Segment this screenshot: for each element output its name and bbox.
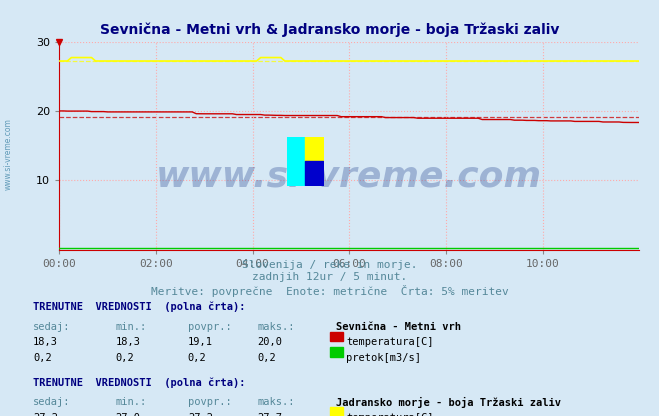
Text: 0,2: 0,2 <box>115 353 134 363</box>
Text: www.si-vreme.com: www.si-vreme.com <box>3 118 13 190</box>
Text: zadnjih 12ur / 5 minut.: zadnjih 12ur / 5 minut. <box>252 272 407 282</box>
Text: 27,2: 27,2 <box>188 413 213 416</box>
Text: pretok[m3/s]: pretok[m3/s] <box>346 353 421 363</box>
Text: Sevnična - Metni vrh & Jadransko morje - boja Tržaski zaliv: Sevnična - Metni vrh & Jadransko morje -… <box>100 23 559 37</box>
Text: 18,3: 18,3 <box>33 337 58 347</box>
Bar <box>330 407 343 416</box>
Text: TRENUTNE  VREDNOSTI  (polna črta):: TRENUTNE VREDNOSTI (polna črta): <box>33 377 245 388</box>
Text: www.si-vreme.com: www.si-vreme.com <box>156 160 542 194</box>
Text: TRENUTNE  VREDNOSTI  (polna črta):: TRENUTNE VREDNOSTI (polna črta): <box>33 302 245 312</box>
Text: 18,3: 18,3 <box>115 337 140 347</box>
Text: temperatura[C]: temperatura[C] <box>346 413 434 416</box>
Text: sedaj:: sedaj: <box>33 322 71 332</box>
Text: povpr.:: povpr.: <box>188 397 231 407</box>
Bar <box>330 347 343 357</box>
Text: maks.:: maks.: <box>257 397 295 407</box>
Text: Sevnična - Metni vrh: Sevnična - Metni vrh <box>336 322 461 332</box>
Text: 0,2: 0,2 <box>257 353 275 363</box>
Text: Jadransko morje - boja Tržaski zaliv: Jadransko morje - boja Tržaski zaliv <box>336 397 561 409</box>
Text: povpr.:: povpr.: <box>188 322 231 332</box>
Text: Slovenija / reke in morje.: Slovenija / reke in morje. <box>242 260 417 270</box>
Text: 0,2: 0,2 <box>33 353 51 363</box>
Text: 27,2: 27,2 <box>33 413 58 416</box>
Bar <box>330 332 343 341</box>
Text: min.:: min.: <box>115 322 146 332</box>
Text: Meritve: povprečne  Enote: metrične  Črta: 5% meritev: Meritve: povprečne Enote: metrične Črta:… <box>151 285 508 297</box>
Text: sedaj:: sedaj: <box>33 397 71 407</box>
Text: 27,7: 27,7 <box>257 413 282 416</box>
Text: min.:: min.: <box>115 397 146 407</box>
Text: 20,0: 20,0 <box>257 337 282 347</box>
Text: 0,2: 0,2 <box>188 353 206 363</box>
Text: maks.:: maks.: <box>257 322 295 332</box>
Text: 19,1: 19,1 <box>188 337 213 347</box>
Text: temperatura[C]: temperatura[C] <box>346 337 434 347</box>
Text: 27,0: 27,0 <box>115 413 140 416</box>
